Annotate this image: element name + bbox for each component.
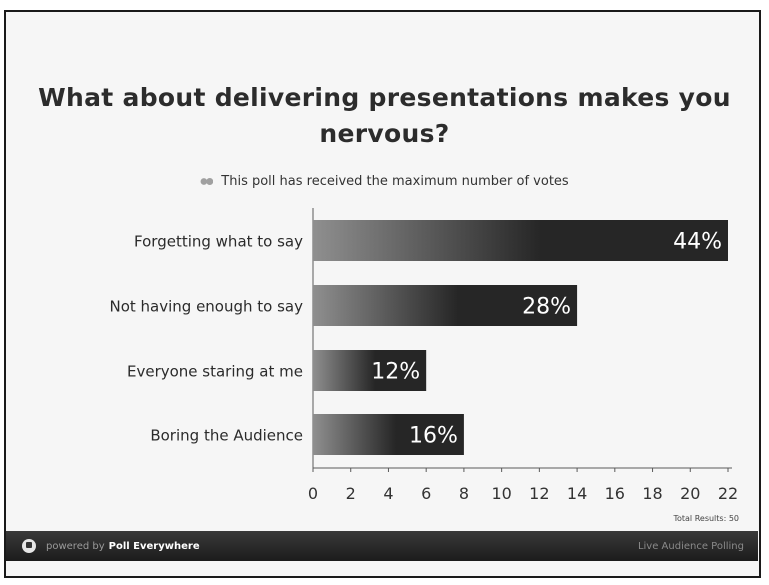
category-label: Not having enough to say (109, 298, 303, 316)
poll-status: This poll has received the maximum numbe… (0, 174, 769, 189)
powered-by-text: powered by (46, 540, 105, 552)
x-tick-label: 18 (642, 484, 662, 503)
x-tick-label: 14 (567, 484, 587, 503)
chart-title: What about delivering presentations make… (0, 80, 769, 152)
x-tick-label: 10 (491, 484, 511, 503)
bar-value-label: 12% (371, 360, 420, 385)
x-tick-label: 2 (346, 484, 356, 503)
category-label: Boring the Audience (150, 427, 303, 445)
bar (313, 220, 728, 261)
chart-title-line-2: nervous? (319, 119, 450, 148)
x-tick-label: 4 (383, 484, 393, 503)
chart-title-line-1: What about delivering presentations make… (38, 83, 731, 112)
footer-bar: powered by Poll Everywhere Live Audience… (6, 531, 758, 561)
x-tick-label: 12 (529, 484, 549, 503)
x-tick-label: 0 (308, 484, 318, 503)
category-label: Everyone staring at me (127, 363, 303, 381)
x-tick-label: 8 (459, 484, 469, 503)
bar-value-label: 16% (409, 424, 458, 449)
category-label: Forgetting what to say (134, 233, 303, 251)
x-tick-label: 20 (680, 484, 700, 503)
x-tick-label: 16 (605, 484, 625, 503)
bar (313, 285, 578, 326)
x-tick-label: 22 (718, 484, 738, 503)
footer-right-text: Live Audience Polling (637, 540, 744, 552)
bar-value-label: 44% (673, 230, 722, 255)
bar (313, 350, 427, 391)
brand-name: Poll Everywhere (108, 540, 200, 552)
bar-value-label: 28% (522, 295, 571, 320)
x-tick-label: 6 (421, 484, 431, 503)
total-results: Total Results: 50 (673, 514, 739, 523)
status-icon (200, 177, 214, 186)
poll-status-text: This poll has received the maximum numbe… (221, 174, 569, 189)
bar (313, 414, 464, 455)
poll-everywhere-logo-icon (22, 539, 36, 553)
